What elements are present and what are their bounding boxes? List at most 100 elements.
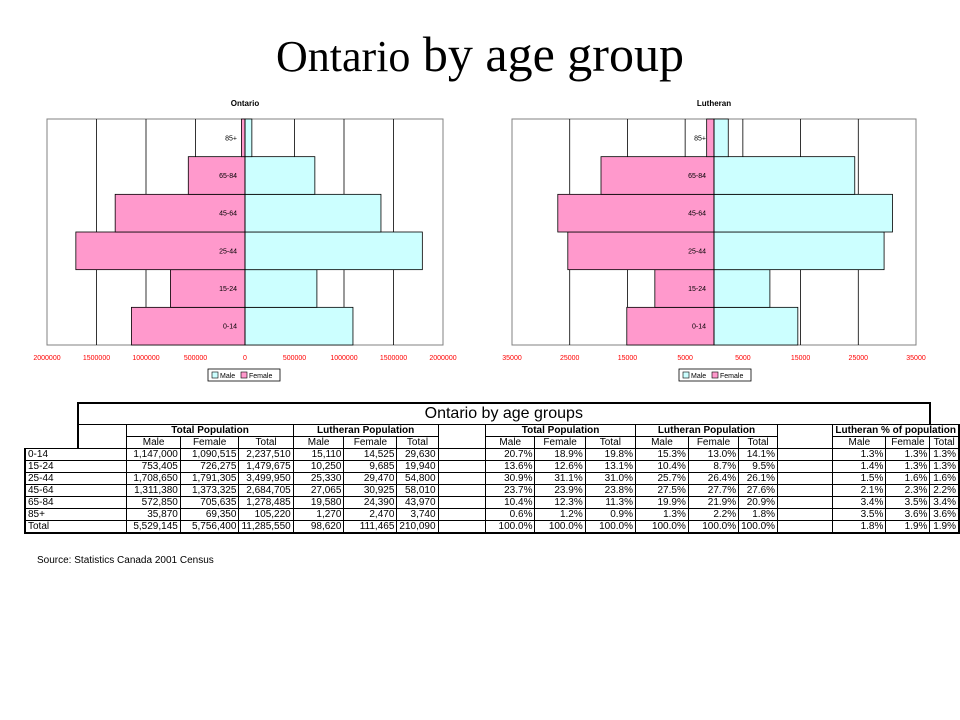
table-row: Total 5,529,145 5,756,400 11,285,550 98,620 1… — [24, 520, 960, 534]
table-cell: 26.1% — [738, 472, 779, 485]
table-cell: 0.9% — [584, 508, 637, 521]
table-cell: 26.4% — [687, 472, 740, 485]
table-cell: 5,529,145 — [126, 520, 181, 534]
chart2-category-label: 15-24 — [688, 286, 706, 293]
table-cell: 1,311,380 — [126, 484, 181, 497]
chart1-category-label: 0-14 — [223, 324, 237, 331]
chart2-category-label: 0-14 — [692, 324, 706, 331]
chart2-category-label: 45-64 — [688, 211, 706, 218]
table-cell: 58,010 — [396, 484, 439, 497]
table-row: 15-24 753,405 726,275 1,479,675 10,250 9,685 1… — [24, 460, 960, 473]
chart1-tick-label: 2000000 — [429, 355, 456, 362]
table-cell: 210,090 — [396, 520, 439, 534]
spacer-cell — [777, 424, 833, 437]
spacer-cell — [77, 508, 128, 521]
table-cell: 19,940 — [396, 460, 439, 473]
chart2-title: Lutheran — [697, 99, 731, 108]
table-cell: 29,630 — [396, 448, 439, 461]
chart2-legend-swatch-female — [711, 371, 719, 379]
table-cell: 1.6% — [929, 472, 960, 485]
chart1-category-label: 65-84 — [219, 173, 237, 180]
table-cell: 25.7% — [635, 472, 689, 485]
chart1-bar-female — [244, 231, 423, 271]
table-cell: 23.8% — [584, 484, 637, 497]
table-cell: 29,470 — [343, 472, 398, 485]
chart1-legend-label-male: Male — [220, 373, 235, 380]
chart1-tick-label: 1000000 — [330, 355, 357, 362]
spacer-cell — [438, 448, 486, 461]
table-cell: 23.9% — [534, 484, 586, 497]
table-cell: 21.9% — [687, 496, 740, 509]
chart1-title: Ontario — [231, 99, 260, 108]
spacer-cell — [777, 436, 833, 449]
table-cell: 1,270 — [292, 508, 345, 521]
source-note: Source: Statistics Canada 2001 Census — [37, 555, 214, 566]
group-header: Lutheran Population — [292, 424, 439, 437]
spacer-cell — [438, 472, 486, 485]
blank-cell — [25, 437, 78, 449]
table-cell: 1.5% — [832, 472, 887, 485]
chart2-category-label: 65-84 — [688, 173, 706, 180]
table-cell: 2,237,510 — [238, 448, 294, 461]
chart1-tick-label: 500000 — [283, 355, 306, 362]
row-label: 25-44 — [24, 472, 78, 485]
chart2-legend-swatch-male — [682, 371, 690, 379]
table-cell: 23.7% — [485, 484, 536, 497]
chart1-category-label: 45-64 — [219, 211, 237, 218]
table-cell: 20.9% — [738, 496, 779, 509]
chart2-bar-male — [706, 118, 715, 158]
table-cell: 20.7% — [485, 448, 536, 461]
chart2-tick-label: 5000 — [735, 355, 751, 362]
table-cell: 9,685 — [343, 460, 398, 473]
table-cell: 100.0% — [687, 520, 740, 534]
table-cell: 1.3% — [885, 448, 931, 461]
table-cell: 69,350 — [179, 508, 240, 521]
chart1-category-label: 15-24 — [219, 286, 237, 293]
blank-cell — [25, 425, 78, 437]
table-cell: 27.5% — [635, 484, 689, 497]
chart2-tick-label: 15000 — [618, 355, 638, 362]
chart1-tick-label: 500000 — [184, 355, 207, 362]
table-cell: 9.5% — [738, 460, 779, 473]
table-cell: 100.0% — [635, 520, 689, 534]
spacer-cell — [77, 520, 128, 534]
chart1-tick-label: 0 — [243, 355, 247, 362]
column-header: Male — [292, 436, 345, 449]
table-cell: 31.1% — [534, 472, 586, 485]
spacer-cell — [76, 436, 127, 449]
table-cell: 13.1% — [584, 460, 637, 473]
table-cell: 19.9% — [635, 496, 689, 509]
row-label: 85+ — [24, 508, 78, 521]
table-cell: 14.1% — [738, 448, 779, 461]
table-cell: 1.6% — [885, 472, 931, 485]
table-row: 85+ 35,870 69,350 105,220 1,270 2,470 3,740 0.6… — [24, 508, 960, 521]
table-cell: 2.2% — [929, 484, 960, 497]
table-cell: 24,390 — [343, 496, 398, 509]
chart2-bar-male — [567, 231, 715, 271]
column-header: Female — [687, 436, 740, 449]
table-cell: 100.0% — [534, 520, 586, 534]
table-cell: 1.8% — [738, 508, 779, 521]
table-cell: 98,620 — [292, 520, 345, 534]
table-cell: 111,465 — [343, 520, 398, 534]
table-cell: 2,684,705 — [238, 484, 294, 497]
chart1-legend-swatch-male — [211, 371, 219, 379]
chart2-bar-male — [626, 306, 715, 346]
table-cell: 3,740 — [396, 508, 439, 521]
table-cell: 15.3% — [635, 448, 689, 461]
table-cell: 100.0% — [584, 520, 637, 534]
row-label: 15-24 — [24, 460, 78, 473]
column-header: Female — [885, 436, 931, 449]
column-header: Total — [238, 436, 294, 449]
slide-title: Ontario by age group — [276, 26, 684, 82]
table-cell: 3.5% — [885, 496, 931, 509]
table-cell: 3.6% — [929, 508, 960, 521]
spacer-cell — [438, 484, 486, 497]
table-cell: 19.8% — [584, 448, 637, 461]
chart2-bar-female — [713, 193, 893, 233]
spacer-cell — [77, 484, 128, 497]
chart2-bar-female — [713, 156, 856, 195]
table-cell: 3,499,950 — [238, 472, 294, 485]
group-header-row: Total Population Lutheran Population Total… — [25, 424, 960, 437]
table-cell: 3.4% — [832, 496, 887, 509]
